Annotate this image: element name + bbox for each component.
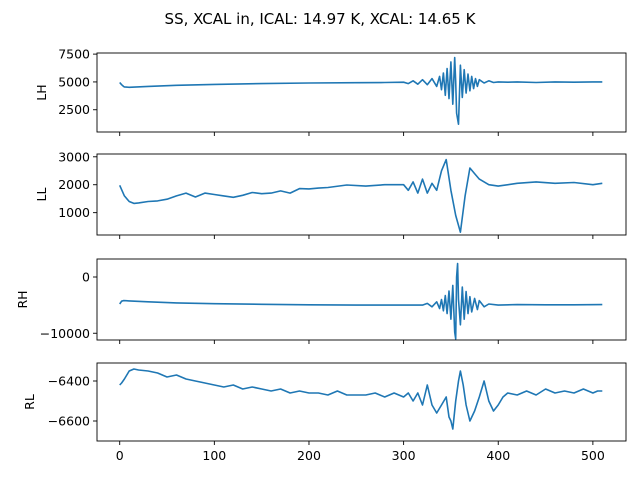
y-tick-label: 0 xyxy=(82,270,90,285)
x-tick-label: 500 xyxy=(581,448,605,463)
y-axis-label: LL xyxy=(34,188,49,202)
y-axis-label: RH xyxy=(15,290,30,308)
axes-frame xyxy=(96,258,627,341)
y-tick-label: 3000 xyxy=(58,149,90,164)
subplot-ll: 1000 2000 3000 LL xyxy=(34,149,627,239)
y-tick-label: −6600 xyxy=(48,414,90,429)
y-tick-label: −10000 xyxy=(40,326,90,341)
y-tick-label: 1000 xyxy=(58,205,90,220)
y-tick-label: 2000 xyxy=(58,177,90,192)
axes-frame xyxy=(96,153,627,236)
x-tick-label: 0 xyxy=(116,448,124,463)
series-line-lh xyxy=(119,56,603,125)
axes-frame xyxy=(96,52,627,133)
y-axis-label: LH xyxy=(34,84,49,100)
subplot-rl: −6600 −6400 0 100 200 300 400 500 RL xyxy=(22,362,627,463)
y-tick-label: 7500 xyxy=(58,47,90,62)
subplot-lh: 2500 5000 7500 LH xyxy=(34,47,627,136)
x-tick-label: 100 xyxy=(202,448,226,463)
axes-frame xyxy=(96,362,627,442)
x-tick-label: 200 xyxy=(297,448,321,463)
series-line-rh xyxy=(119,262,603,340)
y-tick-label: 5000 xyxy=(58,74,90,89)
x-tick-label: 300 xyxy=(392,448,416,463)
subplot-rh: −10000 0 RH xyxy=(15,258,627,344)
x-tick-label: 400 xyxy=(486,448,510,463)
figure-title: SS, XCAL in, ICAL: 14.97 K, XCAL: 14.65 … xyxy=(165,10,477,28)
subplot-panels: 250050007500LH100020003000LL−100000RH−66… xyxy=(15,47,627,463)
y-axis-label: RL xyxy=(22,394,37,410)
series-line-ll xyxy=(118,158,603,233)
y-tick-label: 2500 xyxy=(58,102,90,117)
series-line-rl xyxy=(119,368,603,430)
y-tick-label: −6400 xyxy=(48,374,90,389)
